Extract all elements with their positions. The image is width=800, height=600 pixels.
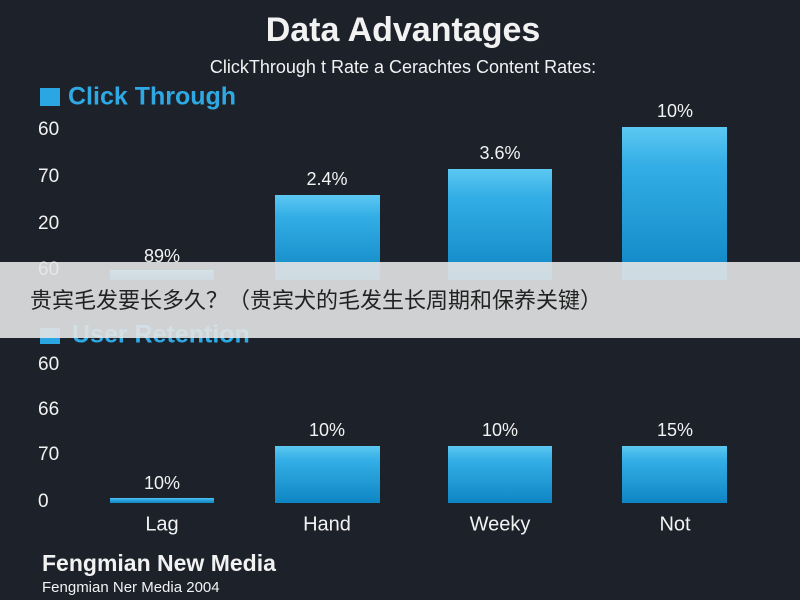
bar-label: 10% [657,101,693,121]
bar-label: 10% [482,420,518,440]
banner-text: 贵宾毛发要长多久？（贵宾犬的毛发生长周期和保养关键） [30,288,602,313]
bar-label: 10% [144,473,180,493]
axis-label: 60 [38,354,59,375]
legend-label: Click Through [68,83,236,111]
bar-label: 89% [144,246,180,266]
axis-label: 0 [38,491,49,512]
title: Data Advantages [266,11,541,49]
axis-label: 70 [38,166,59,187]
axis-label: 70 [38,444,59,465]
bar-label: 10% [309,420,345,440]
axis-label: 60 [38,119,59,140]
bar-label: 15% [657,420,693,440]
bar-label: 3.6% [479,143,520,163]
category-label: Weeky [470,513,531,535]
category-label: Not [659,513,691,535]
legend-swatch [40,88,60,106]
banner [0,262,800,338]
bar [448,169,552,280]
bar [622,127,727,280]
category-label: Hand [303,513,351,535]
footer-brand: Fengmian New Media [42,550,276,576]
footer-note: Fengmian Ner Media 2004 [42,579,220,596]
bar [622,446,727,503]
category-label: Lag [145,513,178,535]
bar [110,498,214,503]
bar [275,446,380,503]
bar-label: 2.4% [306,169,347,189]
bar [448,446,552,503]
subtitle: ClickThrough t Rate a Cerachtes Content … [210,57,596,77]
axis-label: 20 [38,213,59,234]
axis-label: 66 [38,399,59,420]
